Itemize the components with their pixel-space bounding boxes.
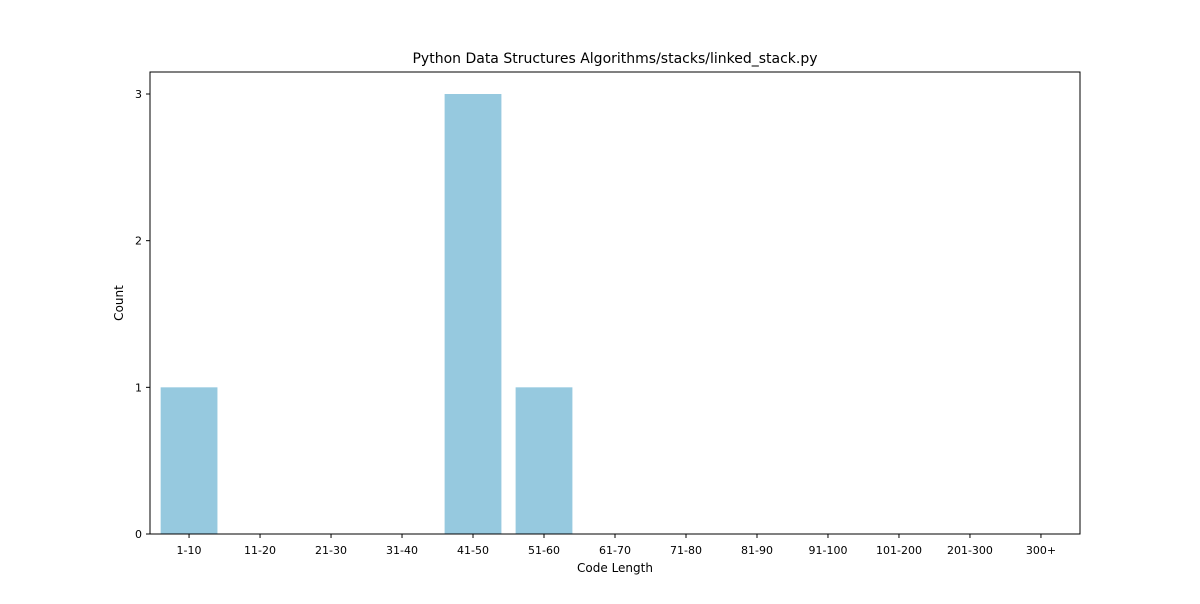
y-axis: 0 1 2 3 <box>135 88 150 541</box>
x-tick-label-81-90: 81-90 <box>741 544 773 557</box>
bar-41-50 <box>444 94 502 534</box>
bar-1-10 <box>160 387 218 534</box>
x-axis: 1-10 11-20 21-30 31-40 41-50 51-60 61-70 71-80 8… <box>177 534 1056 557</box>
bar-51-60 <box>515 387 573 534</box>
x-axis-label: Code Length <box>577 561 653 575</box>
y-axis-label: Count <box>112 285 126 321</box>
x-tick-label-51-60: 51-60 <box>528 544 560 557</box>
x-tick-label-11-20: 11-20 <box>244 544 276 557</box>
x-tick-label-41-50: 41-50 <box>457 544 489 557</box>
x-tick-label-71-80: 71-80 <box>670 544 702 557</box>
x-tick-label-201-300: 201-300 <box>947 544 993 557</box>
chart-title: Python Data Structures Algorithms/stacks… <box>412 51 817 67</box>
y-tick-label: 1 <box>135 381 142 394</box>
x-tick-label-31-40: 31-40 <box>386 544 418 557</box>
x-tick-label-21-30: 21-30 <box>315 544 347 557</box>
bars-layer <box>160 94 573 534</box>
x-tick-label-91-100: 91-100 <box>808 544 847 557</box>
x-tick-label-61-70: 61-70 <box>599 544 631 557</box>
x-tick-label-101-200: 101-200 <box>876 544 922 557</box>
plot-frame <box>149 71 1081 535</box>
y-tick-label: 0 <box>135 528 142 541</box>
x-tick-label-300+: 300+ <box>1026 544 1056 557</box>
y-tick-label: 2 <box>135 235 142 248</box>
y-tick-label: 3 <box>135 88 142 101</box>
x-tick-label-1-10: 1-10 <box>177 544 202 557</box>
